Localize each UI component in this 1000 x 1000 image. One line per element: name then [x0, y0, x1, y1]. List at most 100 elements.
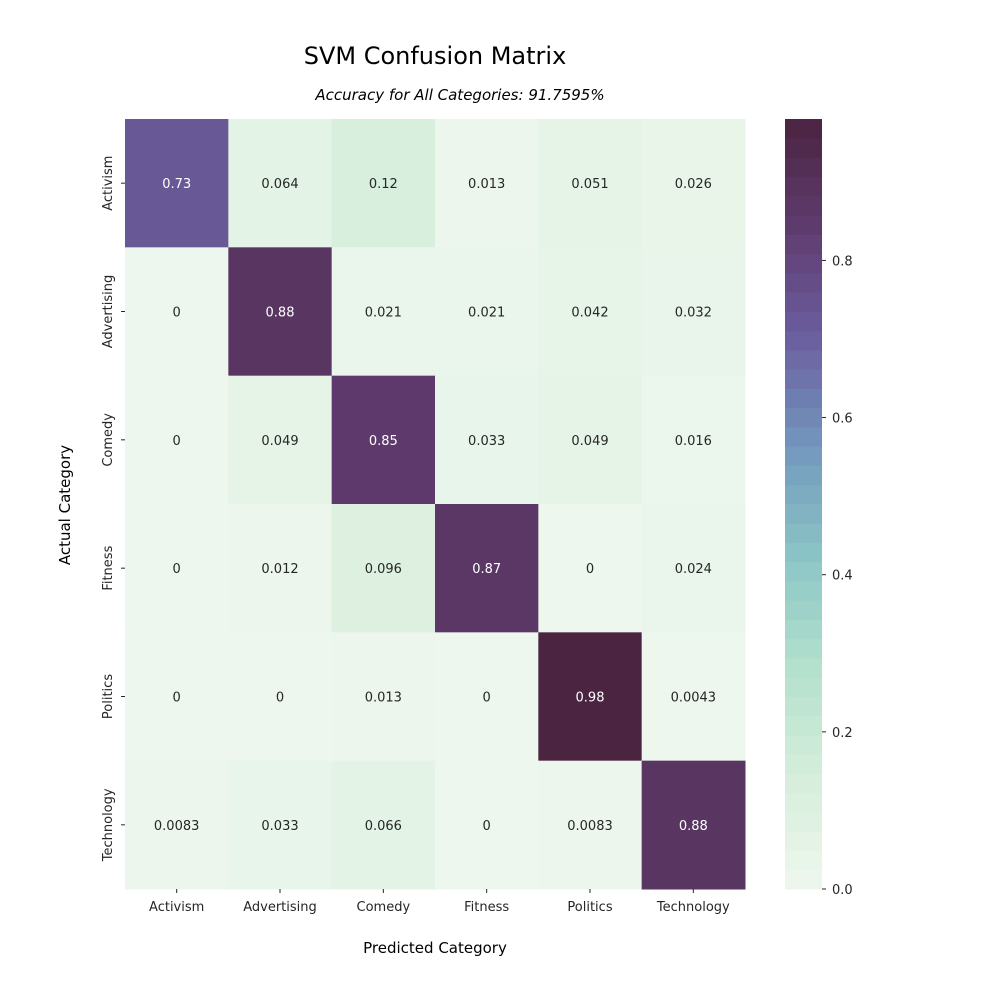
cell-value-label: 0: [173, 691, 181, 706]
colorbar-band: [785, 619, 822, 640]
colorbar-band: [785, 446, 822, 466]
colorbar-band: [785, 427, 822, 447]
cell-value-label: 0.096: [365, 562, 402, 577]
cell-value-label: 0.024: [675, 562, 712, 577]
cell-value-label: 0.12: [369, 177, 398, 192]
heatmap-cell: [331, 632, 436, 762]
chart-subtitle: Accuracy for All Categories: 91.7595%: [314, 86, 604, 104]
heatmap-cell: [538, 504, 643, 633]
cell-value-label: 0.012: [261, 562, 298, 577]
y-tick-label: Comedy: [101, 413, 116, 467]
colorbar-band: [785, 369, 822, 389]
x-axis-label: Predicted Category: [363, 939, 507, 957]
colorbar-band: [785, 330, 822, 351]
cell-value-label: 0.85: [369, 434, 398, 449]
heatmap-cell: [228, 504, 333, 633]
cell-value-label: 0.0083: [567, 819, 613, 834]
colorbar-band: [785, 792, 822, 813]
colorbar-band: [785, 176, 822, 197]
colorbar-band: [785, 581, 822, 601]
colorbar-band: [785, 812, 822, 832]
heatmap-cell: [331, 247, 436, 377]
heatmap-cell: [641, 119, 746, 248]
cell-value-label: 0.042: [571, 306, 608, 321]
chart-title: SVM Confusion Matrix: [304, 42, 567, 70]
colorbar: 0.0 0.2 0.4 0.6 0.8: [785, 119, 853, 898]
colorbar-tick-label: 0.4: [832, 569, 853, 584]
colorbar-band: [785, 523, 822, 543]
heatmap-cell: [641, 504, 746, 633]
colorbar-band: [785, 869, 822, 890]
y-tick-label: Technology: [101, 788, 116, 862]
heatmap-cell: [435, 632, 539, 762]
cell-value-label: 0: [276, 691, 284, 706]
cell-value-label: 0: [173, 434, 181, 449]
colorbar-band: [785, 234, 822, 255]
colorbar-band: [785, 196, 822, 216]
cell-value-label: 0.066: [365, 819, 402, 834]
colorbar-band: [785, 677, 822, 697]
heatmap-cell: [228, 119, 333, 248]
cell-value-label: 0.0083: [154, 819, 200, 834]
x-tick-label: Comedy: [357, 900, 411, 915]
y-tick-label: Advertising: [101, 275, 116, 349]
heatmap-cell: [435, 504, 539, 633]
heatmap-cell: [538, 247, 643, 377]
cell-value-label: 0: [483, 691, 491, 706]
cell-value-label: 0.87: [472, 562, 501, 577]
colorbar-band: [785, 638, 822, 659]
colorbar-band: [785, 388, 822, 409]
heatmap-cell: [331, 119, 436, 248]
colorbar-band: [785, 542, 822, 563]
heatmap-cell: [125, 760, 229, 890]
cell-value-label: 0.013: [365, 691, 402, 706]
heatmap-cell: [228, 247, 333, 377]
colorbar-band: [785, 253, 822, 274]
cell-value-label: 0: [586, 562, 594, 577]
heatmap-cell: [641, 760, 746, 890]
heatmap-cell: [331, 760, 436, 890]
colorbar-band: [785, 658, 822, 678]
cell-value-label: 0: [483, 819, 491, 834]
heatmap-cell: [125, 375, 229, 505]
colorbar-band: [785, 292, 822, 312]
cell-value-label: 0.73: [162, 177, 191, 192]
heatmap-cell: [538, 760, 643, 890]
y-tick-labels: Activism Advertising Comedy Fitness Politics…: [101, 156, 125, 862]
cell-value-label: 0.033: [468, 434, 505, 449]
cell-value-label: 0.049: [571, 434, 608, 449]
colorbar-band: [785, 735, 822, 755]
colorbar-band: [785, 484, 822, 505]
colorbar-band: [785, 407, 822, 428]
heatmap-cells: 0.73 0.064 0.12 0.013 0.051 0.026 0 0.88 0.021 0.…: [125, 119, 746, 890]
heatmap-cell: [435, 760, 539, 890]
x-tick-label: Politics: [567, 900, 612, 915]
heatmap-cell: [538, 375, 643, 505]
cell-value-label: 0.88: [679, 819, 708, 834]
colorbar-band: [785, 273, 822, 293]
heatmap-cell: [228, 632, 333, 762]
heatmap-cell: [228, 375, 333, 505]
x-tick-label: Fitness: [464, 900, 509, 915]
cell-value-label: 0.032: [675, 306, 712, 321]
cell-value-label: 0.0043: [671, 691, 717, 706]
heatmap-cell: [125, 119, 229, 248]
cell-value-label: 0: [173, 562, 181, 577]
colorbar-band: [785, 831, 822, 851]
colorbar-band: [785, 215, 822, 235]
x-tick-label: Advertising: [243, 900, 317, 915]
colorbar-band: [785, 754, 822, 774]
heatmap-cell: [125, 632, 229, 762]
cell-value-label: 0.049: [261, 434, 298, 449]
colorbar-band: [785, 138, 822, 158]
colorbar-band: [785, 773, 822, 794]
colorbar-tick-label: 0.0: [832, 883, 853, 898]
heatmap-cell: [641, 247, 746, 377]
y-tick-label: Activism: [101, 156, 116, 211]
cell-value-label: 0.064: [261, 177, 298, 192]
x-tick-label: Technology: [656, 900, 730, 915]
cell-value-label: 0.016: [675, 434, 712, 449]
colorbar-tick-label: 0.2: [832, 726, 853, 741]
colorbar-band: [785, 850, 822, 871]
y-axis-label: Actual Category: [56, 445, 74, 565]
